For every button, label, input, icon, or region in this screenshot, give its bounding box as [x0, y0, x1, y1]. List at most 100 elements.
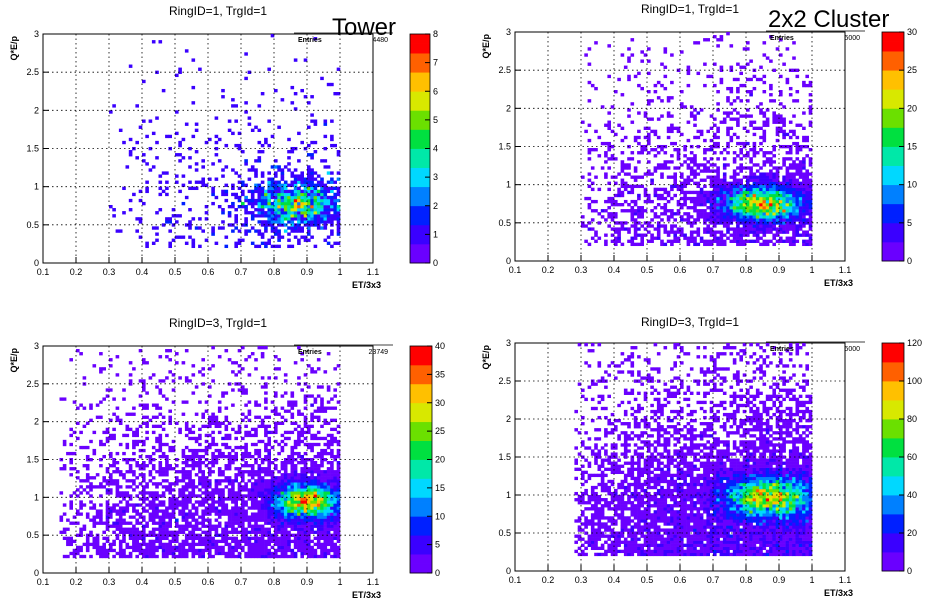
heatmap-cell — [184, 548, 189, 553]
heatmap-cell — [181, 174, 186, 178]
heatmap-cell — [191, 424, 196, 429]
heatmap-cell — [267, 500, 271, 504]
heatmap-cell — [755, 239, 760, 243]
heatmap-cell — [287, 497, 291, 501]
heatmap-cell — [673, 178, 677, 182]
heatmap-cell — [782, 132, 786, 137]
heatmap-cell — [713, 175, 717, 179]
heatmap-cell — [732, 227, 737, 231]
heatmap-cell — [62, 442, 67, 447]
heatmap-cell — [280, 183, 285, 187]
heatmap-cell — [244, 527, 248, 531]
heatmap-cell — [92, 430, 97, 435]
heatmap-cell — [713, 178, 717, 182]
heatmap-cell — [280, 530, 285, 534]
heatmap-cell — [739, 71, 743, 76]
heatmap-cell — [227, 451, 232, 456]
heatmap-cell — [307, 174, 311, 178]
heatmap-cell — [188, 454, 192, 459]
heatmap-cell — [719, 193, 724, 198]
heatmap-cell — [257, 479, 262, 483]
heatmap-cell — [188, 548, 192, 553]
heatmap-cell — [736, 215, 740, 219]
heatmap-cell — [201, 503, 205, 507]
heatmap-cell — [290, 551, 295, 556]
heatmap-cell — [89, 554, 93, 559]
heatmap-cell — [260, 211, 265, 215]
heatmap-cell — [257, 186, 262, 191]
heatmap-cell — [666, 114, 671, 118]
heatmap-cell — [283, 554, 288, 559]
heatmap-cell — [726, 163, 730, 167]
heatmap-cell — [749, 184, 753, 189]
heatmap-cell — [241, 180, 245, 184]
heatmap-cell — [323, 217, 328, 221]
color-scale-step — [882, 179, 904, 186]
heatmap-cell — [300, 536, 304, 541]
heatmap-cell — [785, 144, 790, 149]
heatmap-cell — [142, 518, 146, 522]
heatmap-cell — [132, 542, 136, 547]
heatmap-cell — [313, 122, 318, 126]
heatmap-cell — [231, 427, 235, 432]
heatmap-cell — [660, 172, 664, 176]
heatmap-cell — [234, 192, 238, 197]
heatmap-cell — [798, 163, 803, 167]
heatmap-cell — [300, 473, 304, 477]
heatmap-cell — [647, 90, 651, 94]
heatmap-cell — [808, 209, 813, 213]
heatmap-cell — [736, 227, 740, 231]
heatmap-cell — [333, 497, 337, 501]
heatmap-cell — [188, 235, 192, 239]
heatmap-cell — [300, 521, 304, 525]
heatmap-cell — [643, 187, 648, 192]
heatmap-cell — [749, 123, 753, 127]
heatmap-cell — [264, 527, 268, 531]
heatmap-cell — [330, 536, 334, 541]
heatmap-cell — [656, 202, 661, 207]
heatmap-cell — [623, 227, 628, 231]
color-scale-tick-label: 1 — [433, 229, 438, 239]
heatmap-cell — [204, 217, 209, 221]
heatmap-cell — [290, 494, 295, 498]
heatmap-cell — [82, 554, 87, 559]
color-scale-tick-label: 6 — [433, 86, 438, 96]
heatmap-cell — [746, 108, 750, 112]
heatmap-cell — [151, 464, 156, 468]
heatmap-cell — [310, 95, 314, 99]
heatmap-cell — [151, 548, 156, 553]
heatmap-cell — [746, 178, 750, 182]
heatmap-cell — [752, 218, 757, 222]
heatmap-cell — [283, 430, 288, 435]
heatmap-cell — [132, 445, 136, 450]
heatmap-cell — [105, 436, 110, 441]
heatmap-cell — [241, 497, 245, 501]
heatmap-cell — [656, 96, 661, 100]
x-tick-label: 0.3 — [103, 267, 116, 277]
heatmap-cell — [762, 196, 767, 201]
heatmap-cell — [749, 175, 753, 179]
heatmap-cell — [709, 209, 714, 213]
heatmap-cell — [689, 160, 694, 164]
heatmap-cell — [231, 548, 235, 553]
heatmap-cell — [742, 126, 747, 130]
heatmap-cell — [584, 239, 588, 243]
heatmap-cell — [217, 482, 222, 486]
heatmap-cell — [264, 201, 268, 206]
heatmap-cell — [184, 533, 189, 537]
heatmap-cell — [250, 488, 255, 492]
heatmap-cell — [115, 470, 120, 474]
heatmap-cell — [270, 500, 275, 504]
heatmap-cell — [231, 539, 235, 544]
heatmap-cell — [320, 180, 324, 184]
heatmap-cell — [683, 196, 687, 201]
heatmap-cell — [752, 196, 757, 201]
heatmap-cell — [214, 485, 219, 489]
heatmap-cell — [277, 527, 281, 531]
heatmap-cell — [221, 488, 225, 492]
heatmap-cell — [755, 218, 760, 222]
heatmap-cell — [604, 175, 608, 179]
heatmap-cell — [227, 524, 232, 528]
heatmap-cell — [643, 193, 648, 198]
heatmap-cell — [798, 193, 803, 198]
